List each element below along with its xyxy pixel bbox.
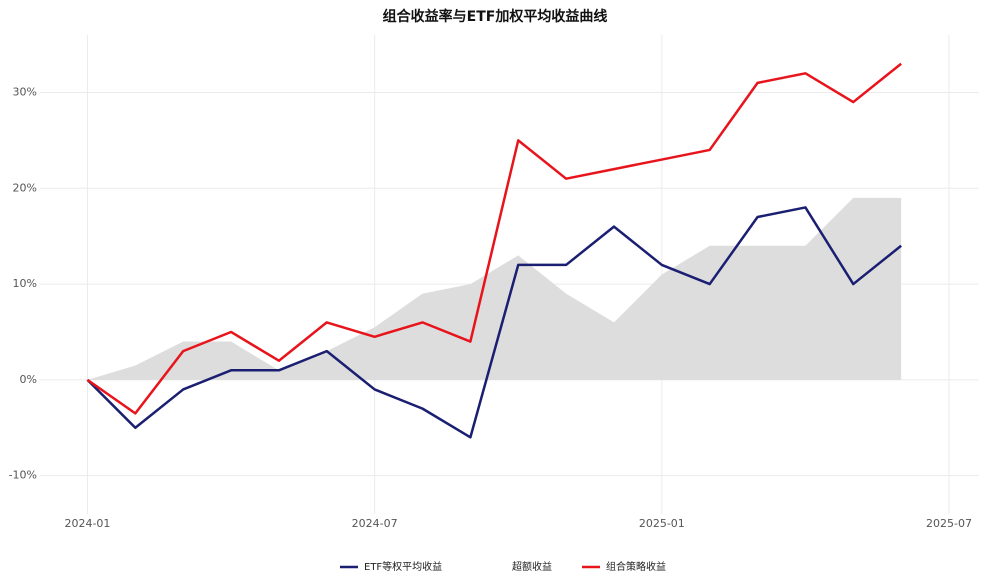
y-tick-label: 20% xyxy=(13,181,37,194)
chart-title: 组合收益率与ETF加权平均收益曲线 xyxy=(383,8,608,25)
legend-label: 组合策略收益 xyxy=(606,560,666,573)
x-tick-label: 2024-01 xyxy=(64,517,110,530)
excess-area xyxy=(87,197,902,380)
y-tick-label: 10% xyxy=(13,277,37,290)
legend-label: ETF等权平均收益 xyxy=(364,560,442,573)
x-tick-label: 2025-07 xyxy=(926,517,972,530)
series-line xyxy=(86,62,902,415)
legend-label: 超额收益 xyxy=(512,560,552,573)
y-tick-label: -10% xyxy=(9,469,37,482)
series-line xyxy=(86,206,902,439)
y-tick-label: 30% xyxy=(13,85,37,98)
x-tick-label: 2024-07 xyxy=(352,517,398,530)
x-tick-label: 2025-01 xyxy=(639,517,685,530)
y-tick-label: 0% xyxy=(20,373,37,386)
